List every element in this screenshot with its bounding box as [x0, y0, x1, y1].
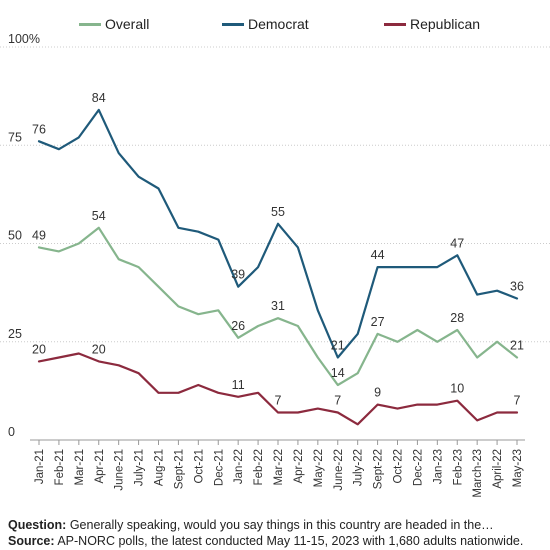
legend-swatch-republican: [384, 22, 406, 26]
footer-question: Question: Generally speaking, would you …: [8, 517, 548, 533]
data-label-democrat: 55: [271, 205, 285, 219]
legend-label-democrat: Democrat: [248, 16, 309, 32]
data-label-overall: 54: [92, 209, 106, 223]
series-line-republican: [37, 352, 519, 426]
data-label-democrat: 39: [231, 268, 245, 282]
x-tick-label: Aug-21: [154, 449, 166, 486]
x-tick-label: Sept-21: [173, 449, 185, 489]
x-tick-label: Jan-23: [432, 449, 444, 484]
y-tick-label: 25: [8, 327, 22, 341]
data-label-democrat: 47: [450, 236, 464, 250]
legend-item-overall: Overall: [79, 16, 149, 32]
source-label: Source:: [8, 534, 55, 548]
x-tick-label: Jan-21: [34, 449, 46, 484]
x-tick-label: March-23: [472, 449, 484, 498]
footer-source: Source: AP-NORC polls, the latest conduc…: [8, 533, 548, 549]
data-label-republican: 9: [374, 386, 381, 400]
data-label-republican: 11: [232, 378, 245, 392]
question-label: Question:: [8, 518, 67, 532]
legend-item-republican: Republican: [384, 16, 480, 32]
data-label-overall: 28: [450, 311, 464, 325]
data-label-republican: 7: [514, 393, 521, 407]
question-text: Generally speaking, would you say things…: [66, 518, 494, 532]
x-tick-label: Dec-22: [412, 449, 424, 486]
data-label-overall: 14: [331, 366, 345, 380]
data-label-overall: 21: [510, 338, 524, 352]
x-tick-label: Feb-23: [452, 449, 464, 485]
data-label-democrat: 36: [510, 280, 524, 294]
data-label-republican: 20: [32, 342, 46, 356]
source-text: AP-NORC polls, the latest conducted May …: [54, 534, 524, 548]
x-tick-label: May-23: [512, 449, 524, 487]
data-label-republican: 10: [450, 382, 464, 396]
x-tick-label: June-22: [333, 449, 345, 491]
y-tick-label: 75: [8, 130, 22, 144]
x-tick-label: Dec-21: [213, 449, 225, 486]
x-tick-label: Mar-21: [74, 449, 86, 485]
data-label-overall: 49: [32, 228, 46, 242]
series-line-overall: [37, 226, 519, 387]
data-label-democrat: 84: [92, 91, 106, 105]
x-tick-label: Oct-21: [193, 449, 205, 484]
x-tick-label: Feb-21: [54, 449, 66, 485]
data-label-democrat: 44: [371, 248, 385, 262]
x-tick-label: Oct-22: [393, 449, 405, 484]
legend-swatch-overall: [79, 22, 101, 26]
x-tick-label: Apr-22: [293, 449, 305, 484]
legend-label-overall: Overall: [105, 16, 150, 32]
y-tick-label: 0: [8, 425, 15, 439]
legend: Overall Democrat Republican: [0, 16, 550, 36]
y-tick-label: 100%: [8, 32, 40, 46]
x-tick-label: May-22: [313, 449, 325, 487]
legend-swatch-democrat: [222, 22, 244, 26]
x-tick-label: Sept-22: [373, 449, 385, 489]
legend-label-republican: Republican: [410, 16, 481, 32]
line-chart: 0 25 50 75 100% Jan-21 Feb-21 Mar-21 Apr-21 June-…: [0, 32, 550, 498]
y-tick-label: 50: [8, 229, 22, 243]
data-label-republican: 20: [92, 342, 106, 356]
data-label-overall: 31: [271, 299, 285, 313]
x-tick-label: Feb-22: [253, 449, 265, 485]
x-tick-label: Mar-22: [273, 449, 285, 485]
data-label-democrat: 21: [331, 338, 345, 352]
legend-item-democrat: Democrat: [222, 16, 309, 32]
x-tick-label: Jan-22: [233, 449, 245, 484]
data-label-republican: 7: [275, 393, 282, 407]
x-tick-label: July-21: [134, 449, 146, 486]
x-tick-label: April-22: [492, 449, 504, 489]
series-line-democrat: [37, 108, 519, 359]
x-tick-label: Apr-21: [94, 449, 106, 484]
x-tick-label: July-22: [353, 449, 365, 486]
data-label-overall: 26: [231, 319, 245, 333]
data-label-overall: 27: [371, 315, 385, 329]
data-label-democrat: 76: [32, 122, 46, 136]
data-label-republican: 7: [334, 393, 341, 407]
x-tick-label: June-21: [114, 449, 126, 491]
